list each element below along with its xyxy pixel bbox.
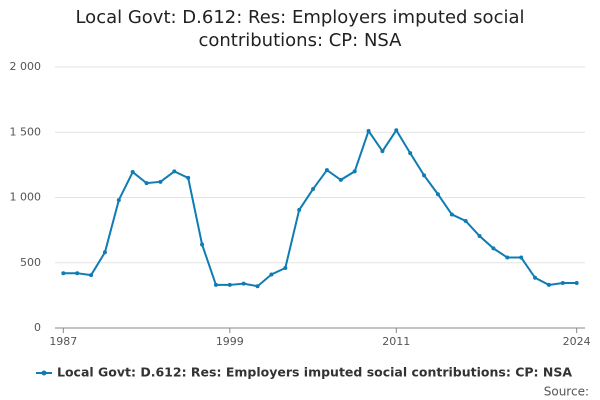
data-point: [102, 250, 107, 255]
data-point: [352, 169, 357, 174]
data-point: [546, 282, 551, 287]
y-tick-label: 1 500: [10, 125, 42, 138]
data-point: [338, 177, 343, 182]
data-point: [449, 212, 454, 217]
chart-title: Local Govt: D.612: Res: Employers impute…: [75, 7, 525, 51]
data-point: [213, 282, 218, 287]
data-point: [158, 179, 163, 184]
data-point: [255, 284, 260, 289]
data-point: [269, 272, 274, 277]
legend-label: Local Govt: D.612: Res: Employers impute…: [57, 365, 572, 380]
data-point: [227, 282, 232, 287]
source: Source:: [544, 385, 589, 399]
data-point: [283, 265, 288, 270]
y-tick-label: 0: [34, 321, 41, 334]
y-tick-label: 500: [20, 256, 41, 269]
data-point: [116, 198, 121, 203]
data-point: [477, 233, 482, 238]
y-tick-label: 1 000: [10, 191, 42, 204]
data-point: [241, 281, 246, 286]
data-point: [186, 175, 191, 180]
data-point: [324, 168, 329, 173]
x-tick-label: 1987: [49, 335, 77, 348]
x-tick-label: 2024: [563, 335, 591, 348]
data-point: [75, 271, 80, 276]
data-point: [89, 273, 94, 278]
data-point: [380, 149, 385, 154]
data-point: [463, 218, 468, 223]
data-point: [61, 271, 66, 276]
data-point: [519, 255, 524, 260]
data-point: [172, 169, 177, 174]
data-point: [144, 181, 149, 186]
data-point: [130, 170, 135, 175]
x-tick-label: 1999: [216, 335, 244, 348]
data-point: [394, 128, 399, 133]
data-point: [505, 255, 510, 260]
data-line: [63, 128, 577, 288]
legend-marker: [41, 370, 47, 376]
data-point: [560, 280, 565, 285]
data-point: [408, 151, 413, 156]
data-point: [435, 192, 440, 197]
data-point: [366, 128, 371, 133]
data-point: [574, 280, 579, 285]
data-point: [200, 242, 205, 247]
data-point: [297, 207, 302, 212]
y-tick-label: 2 000: [10, 60, 42, 73]
data-point: [491, 246, 496, 251]
data-point: [311, 187, 316, 192]
x-tick-label: 2011: [382, 335, 410, 348]
data-point: [422, 173, 427, 178]
data-point: [533, 275, 538, 280]
